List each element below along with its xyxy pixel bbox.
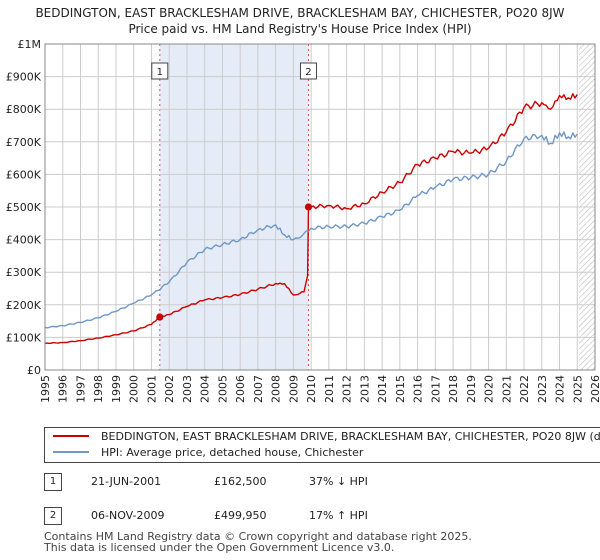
y-tick-label: £300K <box>6 266 42 279</box>
sale-date: 06-NOV-2009 <box>91 509 165 522</box>
chart-title-subtitle: Price paid vs. HM Land Registry's House … <box>128 22 472 36</box>
x-tick-label: 2026 <box>589 375 600 403</box>
x-tick-label: 2003 <box>181 375 194 403</box>
x-tick-label: 2018 <box>447 375 460 403</box>
y-tick-label: £100K <box>6 331 42 344</box>
y-tick-label: £700K <box>6 136 42 149</box>
footer-license: This data is licensed under the Open Gov… <box>44 541 395 554</box>
sale-point <box>156 313 164 321</box>
legend-item-property: BEDDINGTON, EAST BRACKLESHAM DRIVE, BRAC… <box>53 429 600 445</box>
plot-frame <box>44 43 596 371</box>
legend-label-property: BEDDINGTON, EAST BRACKLESHAM DRIVE, BRAC… <box>101 430 600 443</box>
sale-hpi-change: 37% ↓ HPI <box>309 475 368 488</box>
y-tick-label: £900K <box>6 71 42 84</box>
sale-price: £162,500 <box>214 475 267 488</box>
x-tick-label: 2008 <box>270 375 283 403</box>
y-tick-label: £800K <box>6 103 42 116</box>
x-tick-label: 2006 <box>234 375 247 403</box>
x-tick-label: 1995 <box>39 375 52 403</box>
sale-point <box>304 203 313 211</box>
x-tick-label: 2010 <box>305 375 318 403</box>
x-tick-label: 2024 <box>554 375 567 403</box>
x-tick-label: 2001 <box>145 375 158 403</box>
x-tick-label: 2004 <box>199 375 212 403</box>
sale-date: 21-JUN-2001 <box>91 475 162 488</box>
legend-swatch-hpi <box>53 451 89 453</box>
legend-item-hpi: HPI: Average price, detached house, Chic… <box>53 445 363 461</box>
x-tick-label: 2017 <box>429 375 442 403</box>
y-tick-label: £500K <box>6 201 42 214</box>
price-chart: 1 2 £0 £100K £200K £300K £400K £500K £600K £700K… <box>6 38 600 403</box>
footer-copyright: Contains HM Land Registry data © Crown c… <box>44 530 472 543</box>
x-tick-label: 2015 <box>394 375 407 403</box>
series-line-hpi <box>45 131 578 329</box>
legend-label-hpi: HPI: Average price, detached house, Chic… <box>101 446 364 459</box>
x-tick-label: 2002 <box>163 375 176 403</box>
y-tick-label: £1M <box>18 38 42 51</box>
sale-badge: 1 <box>44 473 62 491</box>
x-tick-label: 1999 <box>110 375 123 403</box>
legend-swatch-property <box>53 435 89 437</box>
y-tick-label: £200K <box>6 299 42 312</box>
x-tick-label: 2013 <box>358 375 371 403</box>
x-tick-label: 2005 <box>216 375 229 403</box>
x-tick-label: 2014 <box>376 375 389 403</box>
x-tick-label: 2000 <box>128 375 141 403</box>
y-tick-label: £600K <box>6 168 42 181</box>
x-tick-label: 2009 <box>287 375 300 403</box>
sale-number-label: 2 <box>305 67 311 78</box>
sale-number-box <box>151 62 169 80</box>
chart-legend: BEDDINGTON, EAST BRACKLESHAM DRIVE, BRAC… <box>44 427 600 463</box>
x-tick-label: 2011 <box>323 375 336 403</box>
sale-price: £499,950 <box>214 509 267 522</box>
x-tick-label: 2022 <box>518 375 531 403</box>
x-tick-label: 1998 <box>92 375 105 403</box>
y-tick-label: £400K <box>6 234 42 247</box>
x-tick-label: 2016 <box>412 375 425 403</box>
sale-number-box <box>299 62 317 80</box>
sale-badge: 2 <box>44 507 62 525</box>
x-tick-label: 2019 <box>465 375 478 403</box>
x-tick-label: 2012 <box>341 375 354 403</box>
footer-notice: Contains HM Land Registry data © Crown c… <box>44 531 472 553</box>
x-tick-label: 2020 <box>483 375 496 403</box>
x-tick-label: 1997 <box>74 375 87 403</box>
chart-title-address: BEDDINGTON, EAST BRACKLESHAM DRIVE, BRAC… <box>35 6 565 20</box>
x-tick-label: 2023 <box>536 375 549 403</box>
x-tick-label: 2007 <box>252 375 265 403</box>
x-tick-label: 2025 <box>571 375 584 403</box>
sale-hpi-change: 17% ↑ HPI <box>309 509 368 522</box>
x-tick-label: 1996 <box>57 375 70 403</box>
y-tick-label: £0 <box>27 364 41 377</box>
sale-number-label: 1 <box>157 67 163 78</box>
x-tick-label: 2021 <box>500 375 513 403</box>
